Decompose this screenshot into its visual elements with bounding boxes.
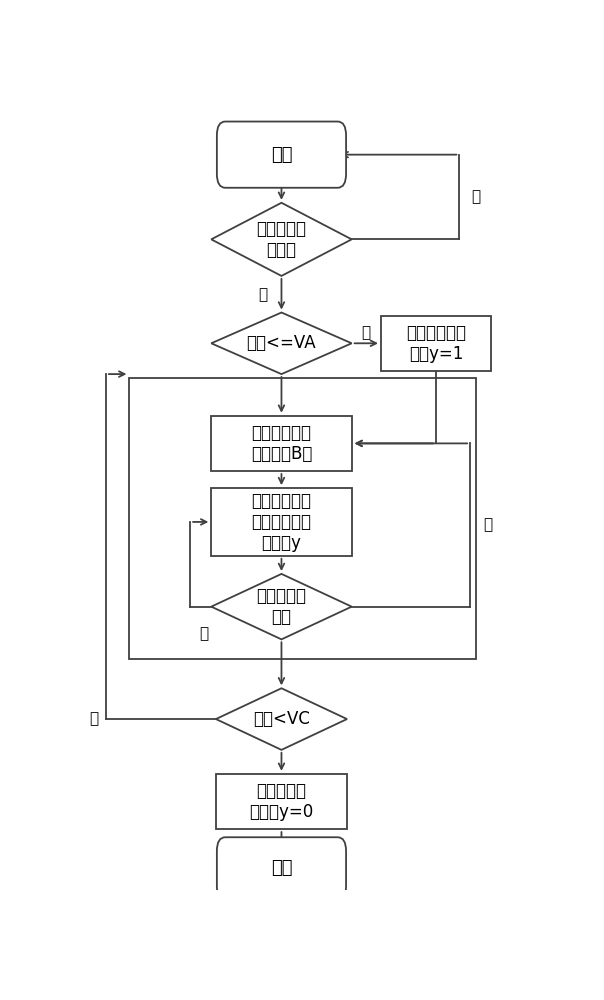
Text: 车辆减速度
增加: 车辆减速度 增加 (257, 587, 306, 626)
Polygon shape (211, 203, 352, 276)
Bar (211, 416, 352, 471)
FancyBboxPatch shape (217, 122, 346, 188)
Text: 车辆处于制
动状态: 车辆处于制 动状态 (257, 220, 306, 259)
Bar (129, 378, 476, 659)
Bar (216, 774, 347, 829)
Text: 否: 否 (362, 325, 371, 340)
Bar (211, 488, 352, 556)
Text: 否: 否 (471, 190, 480, 205)
Text: 是: 是 (483, 518, 492, 533)
Text: 开始: 开始 (271, 146, 292, 164)
Text: 能量回收衰
减系数y=0: 能量回收衰 减系数y=0 (249, 782, 313, 821)
Polygon shape (216, 688, 347, 750)
Text: 是: 是 (258, 287, 268, 302)
FancyBboxPatch shape (217, 837, 346, 900)
Text: 车速<=VA: 车速<=VA (246, 334, 316, 352)
Text: 能量回收衰减
系数y=1: 能量回收衰减 系数y=1 (406, 324, 466, 363)
Text: 由当前车速确
定能量回收衰
减系数y: 由当前车速确 定能量回收衰 减系数y (251, 492, 312, 552)
Text: 车速<VC: 车速<VC (253, 710, 310, 728)
Text: 结束: 结束 (271, 859, 292, 877)
Polygon shape (211, 574, 352, 639)
Bar (381, 316, 491, 371)
Text: 否: 否 (200, 626, 209, 641)
Polygon shape (211, 312, 352, 374)
Text: 由当前车辆减
速度确定B值: 由当前车辆减 速度确定B值 (251, 424, 312, 463)
Text: 否: 否 (89, 712, 99, 727)
